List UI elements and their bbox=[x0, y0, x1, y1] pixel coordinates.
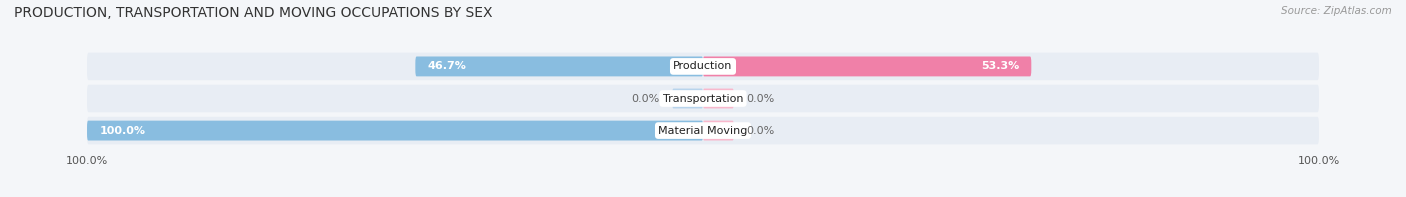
Text: 0.0%: 0.0% bbox=[747, 125, 775, 136]
FancyBboxPatch shape bbox=[87, 121, 703, 140]
FancyBboxPatch shape bbox=[415, 57, 703, 76]
FancyBboxPatch shape bbox=[703, 121, 734, 140]
FancyBboxPatch shape bbox=[672, 89, 703, 108]
Text: 100.0%: 100.0% bbox=[100, 125, 145, 136]
FancyBboxPatch shape bbox=[703, 89, 734, 108]
Text: PRODUCTION, TRANSPORTATION AND MOVING OCCUPATIONS BY SEX: PRODUCTION, TRANSPORTATION AND MOVING OC… bbox=[14, 6, 492, 20]
FancyBboxPatch shape bbox=[87, 117, 1319, 144]
Text: 0.0%: 0.0% bbox=[747, 94, 775, 103]
Text: Production: Production bbox=[673, 61, 733, 72]
Text: Transportation: Transportation bbox=[662, 94, 744, 103]
Text: 46.7%: 46.7% bbox=[427, 61, 467, 72]
FancyBboxPatch shape bbox=[87, 85, 1319, 112]
FancyBboxPatch shape bbox=[703, 57, 1032, 76]
FancyBboxPatch shape bbox=[87, 53, 1319, 80]
Text: 53.3%: 53.3% bbox=[981, 61, 1019, 72]
Text: Source: ZipAtlas.com: Source: ZipAtlas.com bbox=[1281, 6, 1392, 16]
Text: Material Moving: Material Moving bbox=[658, 125, 748, 136]
Text: 0.0%: 0.0% bbox=[631, 94, 659, 103]
